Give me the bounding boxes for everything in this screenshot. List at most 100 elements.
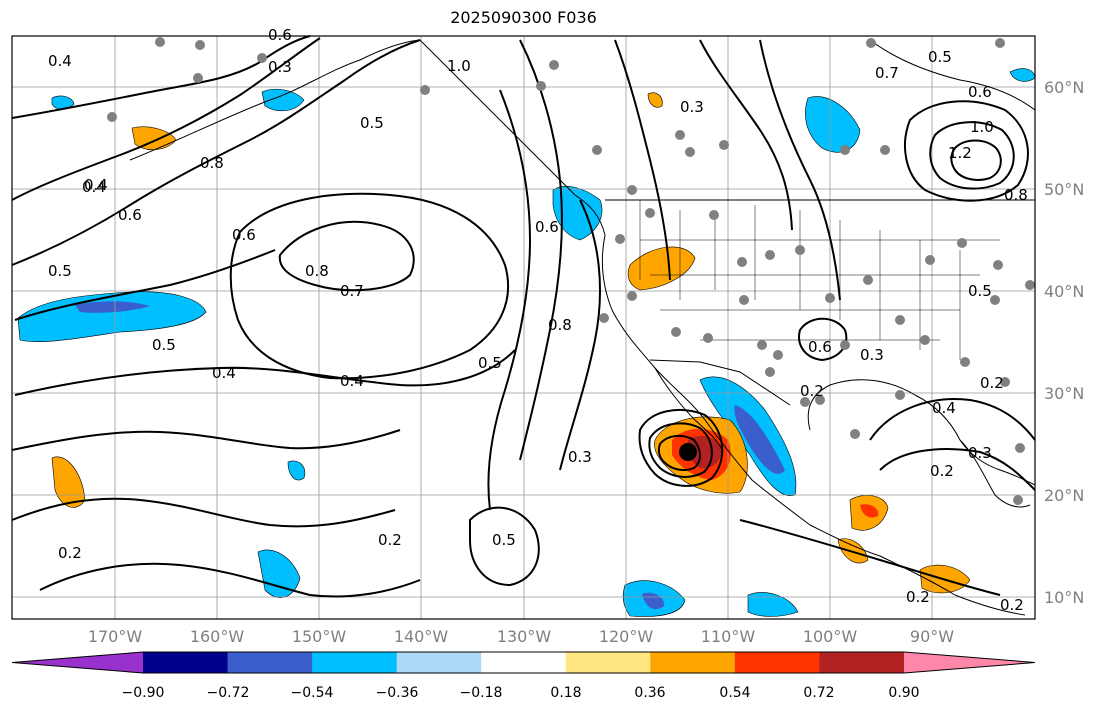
station-dot <box>850 429 860 439</box>
contour-label: 0.3 <box>860 346 884 364</box>
station-dot <box>825 293 835 303</box>
coast-gulf <box>807 379 1036 486</box>
contour-18 <box>657 434 701 471</box>
station-dot <box>866 38 876 48</box>
station-dot <box>627 291 637 301</box>
colorbar-tick-label: 0.54 <box>719 685 750 701</box>
station-dot <box>840 145 850 155</box>
contour-label: 0.3 <box>568 448 592 466</box>
lon-label: 150°W <box>292 627 347 646</box>
contour-1 <box>11 35 311 119</box>
colorbar <box>11 651 1036 674</box>
contour-24 <box>798 317 848 362</box>
map-frame <box>11 35 1036 620</box>
station-dot <box>420 85 430 95</box>
station-dot <box>757 340 767 350</box>
station-dot <box>709 210 719 220</box>
lon-label: 160°W <box>190 627 245 646</box>
shade-blue-west-inner <box>75 301 150 313</box>
station-dot <box>920 335 930 345</box>
shade-red-se <box>860 504 879 518</box>
colorbar-tick-label: −0.36 <box>376 685 419 701</box>
colorbar-tick-label: 0.18 <box>550 685 581 701</box>
contour-20 <box>699 39 793 231</box>
contour-label-group: 0.4 0.3 0.4 1.0 0.8 0.3 0.5 0.7 0.6 1.0 … <box>48 26 1028 614</box>
contour-label: 0.5 <box>48 262 72 280</box>
longitude-labels: 170°W 160°W 150°W 140°W 130°W 120°W 110°… <box>88 627 954 646</box>
contour-4 <box>14 249 276 321</box>
coast-yucatan <box>959 439 1031 508</box>
contour-label: 0.4 <box>932 399 956 417</box>
contour-label: 0.3 <box>268 58 292 76</box>
contour-15 <box>614 39 671 281</box>
contour-label: 0.4 <box>84 176 108 194</box>
contour-label: 0.4 <box>340 372 364 390</box>
contour-label: 1.2 <box>948 144 972 162</box>
colorbar-segment <box>650 652 736 673</box>
station-dot <box>993 260 1003 270</box>
lat-label: 30°N <box>1044 384 1084 403</box>
station-dot <box>739 295 749 305</box>
shade-blue-alaska <box>261 88 305 112</box>
contour-13 <box>469 506 540 587</box>
contour-17 <box>648 422 713 478</box>
shade-blue-s1 <box>257 549 301 598</box>
lat-label: 50°N <box>1044 180 1084 199</box>
contour-label: 0.2 <box>906 588 930 606</box>
contour-26 <box>879 448 1036 491</box>
contour-label: 0.6 <box>268 26 292 44</box>
contour-21 <box>904 100 1029 202</box>
contour-label: 0.6 <box>968 83 992 101</box>
colorbar-tick-label: −0.18 <box>460 685 503 701</box>
contour-7 <box>14 349 516 396</box>
contour-23 <box>950 139 1002 181</box>
colorbar-tick-label: −0.54 <box>291 685 334 701</box>
colorbar-tick-label: −0.90 <box>122 685 165 701</box>
station-dot <box>840 340 850 350</box>
station-dot <box>737 257 747 267</box>
colorbar-tick-label: 0.36 <box>634 685 665 701</box>
colorbar-ticks: −0.90 −0.72 −0.54 −0.36 −0.18 0.18 0.36 … <box>122 685 920 701</box>
contour-27 <box>739 519 1001 596</box>
station-dot <box>645 208 655 218</box>
contour-label: 0.8 <box>305 262 329 280</box>
contour-label: 0.5 <box>360 114 384 132</box>
colorbar-outline <box>11 651 1036 674</box>
contour-label: 0.5 <box>478 354 502 372</box>
station-dot <box>155 37 165 47</box>
lon-label: 140°W <box>394 627 449 646</box>
graticule <box>12 36 1035 619</box>
latitude-labels: 60°N 50°N 40°N 30°N 20°N 10°N <box>1044 78 1084 607</box>
contour-label: 0.2 <box>58 544 82 562</box>
contour-label: 0.2 <box>378 531 402 549</box>
colorbar-tick-label: 0.90 <box>888 685 919 701</box>
shade-orange-ne <box>647 92 663 108</box>
station-dot <box>880 145 890 155</box>
station-dot <box>925 255 935 265</box>
colorbar-segment <box>312 652 398 673</box>
station-dot <box>765 367 775 377</box>
coast-hudson <box>869 39 1036 111</box>
station-dot <box>627 185 637 195</box>
station-dot <box>107 112 117 122</box>
station-dot <box>800 397 810 407</box>
contour-22 <box>929 121 1015 190</box>
station-dot <box>795 245 805 255</box>
station-dot <box>615 234 625 244</box>
contour-label: 0.2 <box>930 462 954 480</box>
contour-label: 0.5 <box>928 48 952 66</box>
contour-14 <box>559 199 601 471</box>
station-dot <box>895 315 905 325</box>
contour-label: 0.5 <box>968 282 992 300</box>
contour-label: 0.5 <box>492 531 516 549</box>
lat-label: 20°N <box>1044 486 1084 505</box>
shaded-regions <box>17 68 1036 617</box>
contour-25 <box>869 398 1036 441</box>
colorbar-extend-right <box>904 652 1035 673</box>
contour-8 <box>11 429 401 451</box>
map-title: 2025090300 F036 <box>450 8 597 27</box>
contour-label: 0.2 <box>980 374 1004 392</box>
lon-label: 90°W <box>910 627 954 646</box>
station-dot <box>960 357 970 367</box>
station-dot <box>685 147 695 157</box>
